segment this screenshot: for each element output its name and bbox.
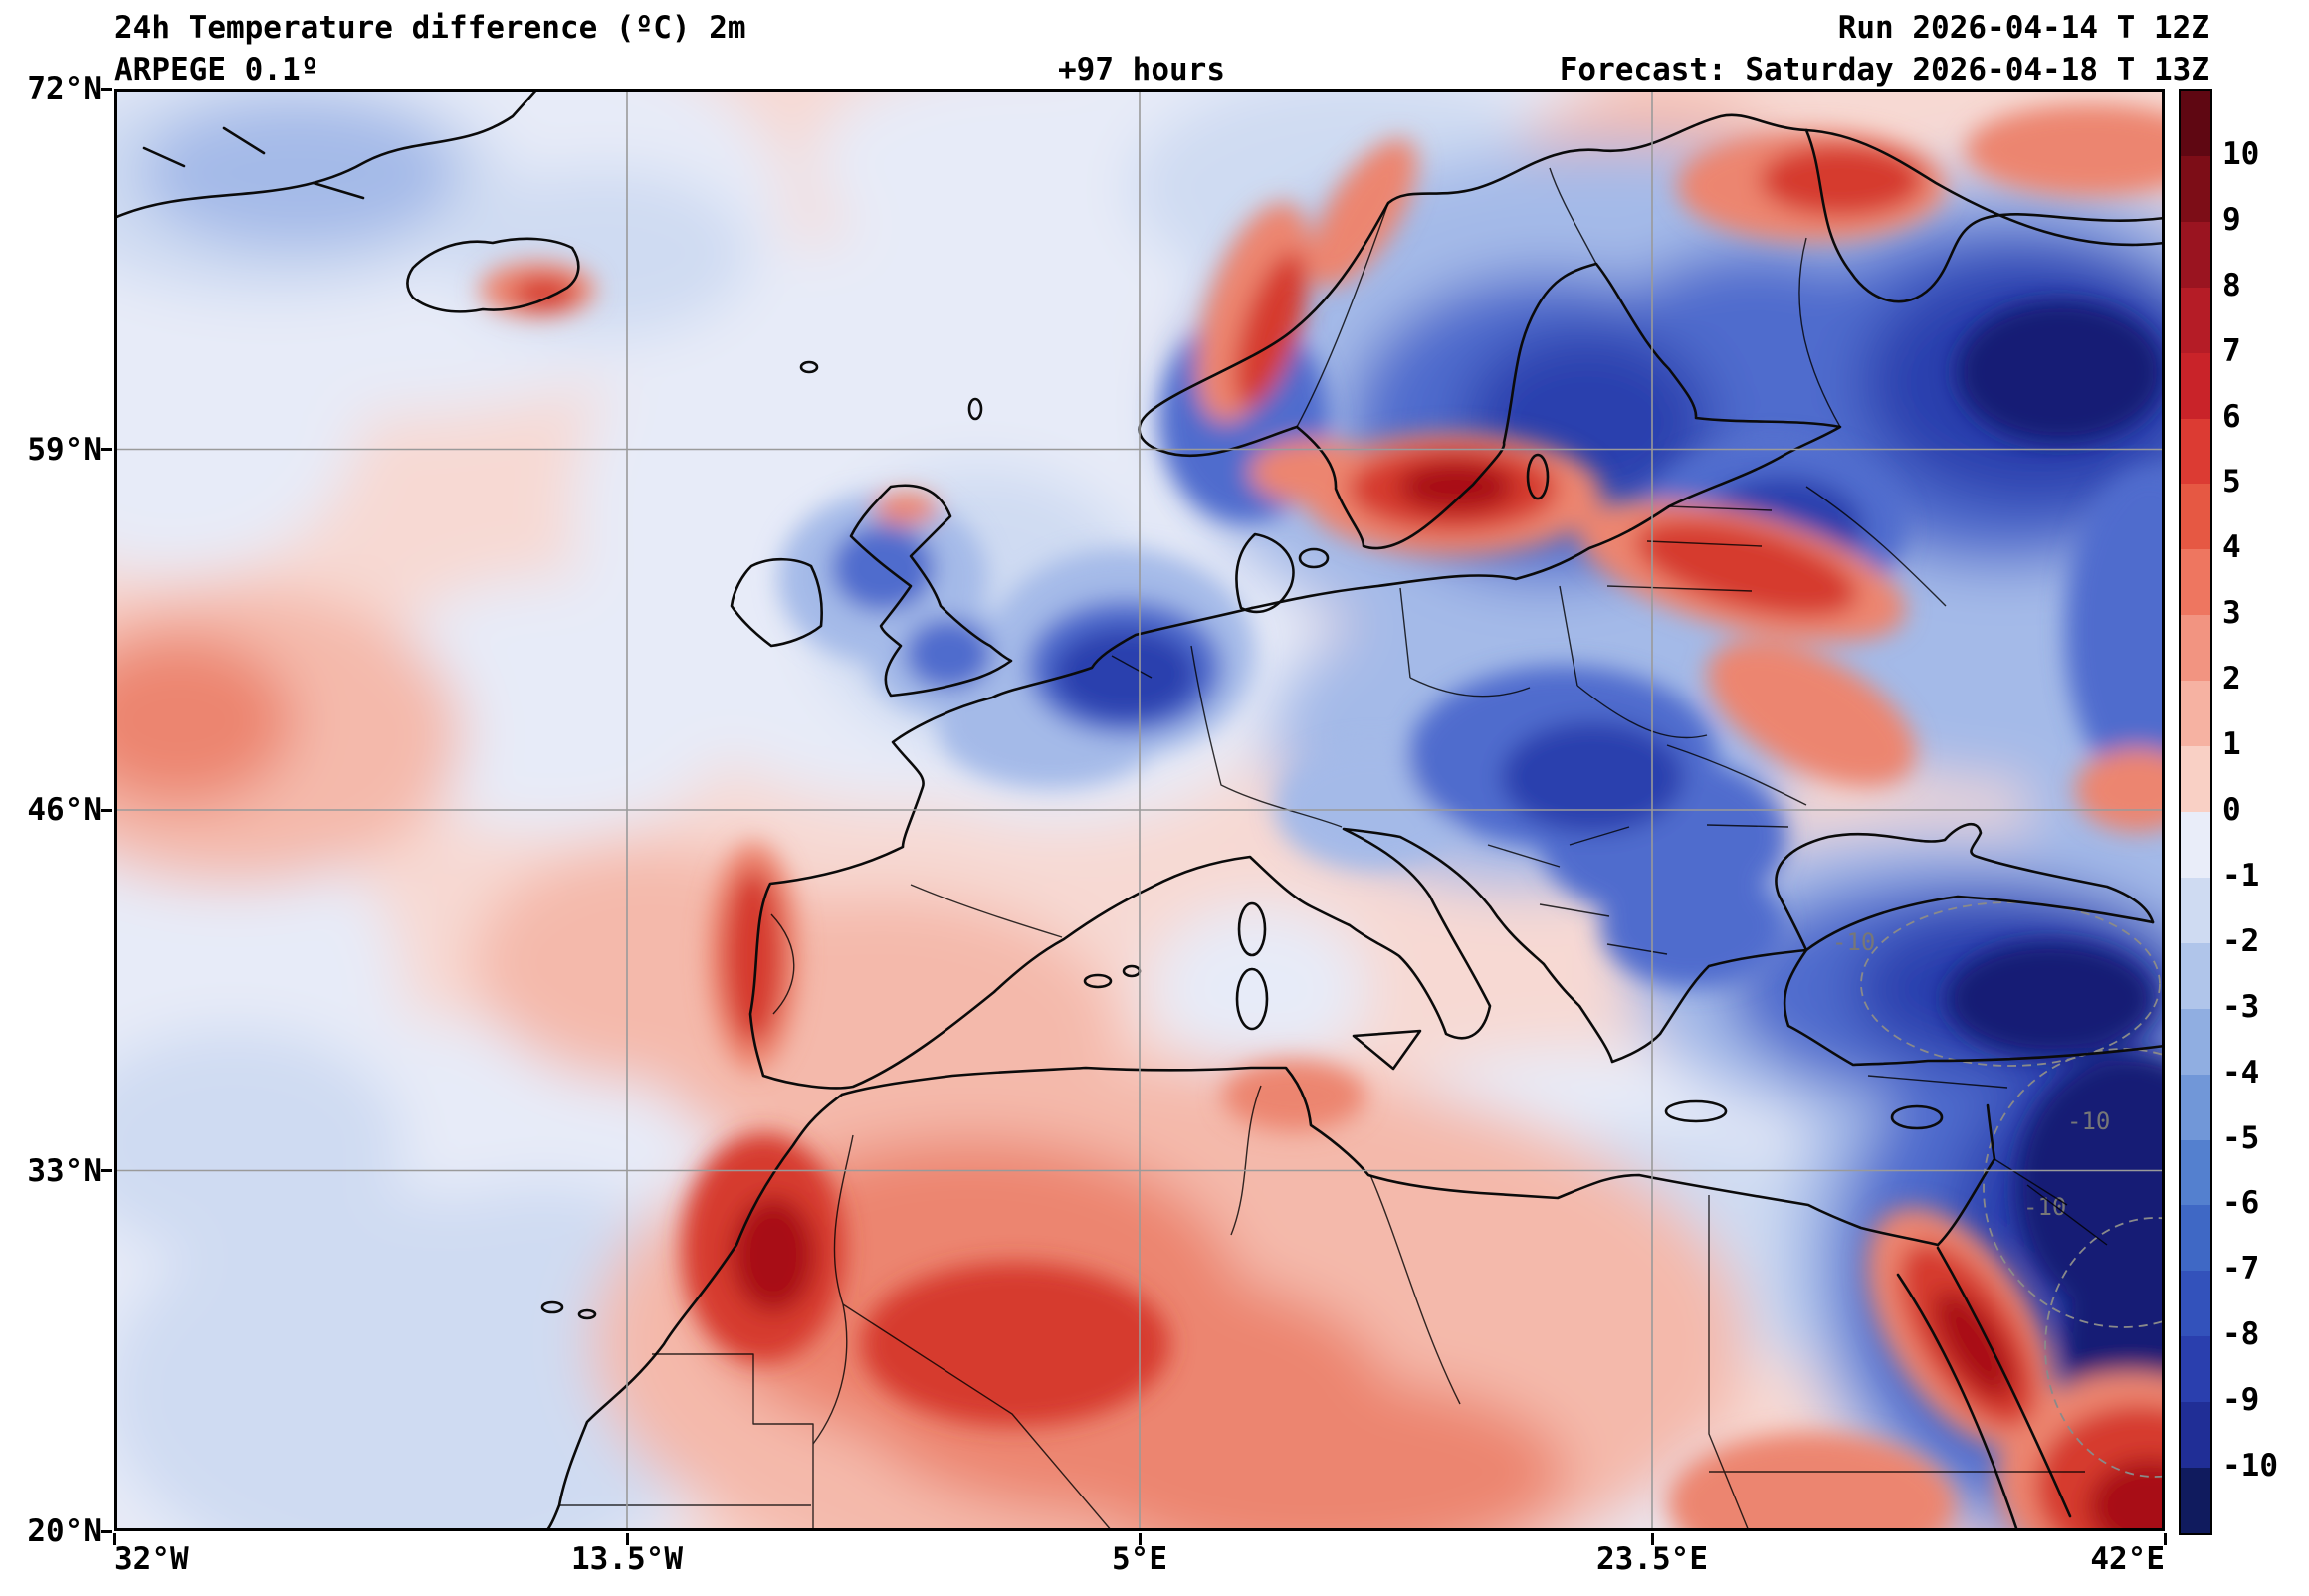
model-label: ARPEGE 0.1º: [114, 52, 319, 88]
contour-label: -10: [1832, 928, 1875, 956]
lon-tick-label: 5°E: [1112, 1541, 1167, 1577]
colorbar-tick-label: -9: [2222, 1382, 2260, 1419]
colorbar-tick-label: 1: [2222, 726, 2241, 763]
graticule: [114, 89, 2165, 1531]
temperature-field-map: -10 -10 -10: [114, 89, 2165, 1531]
map-frame: [114, 89, 2165, 1531]
forecast-label: Forecast: Saturday 2026-04-18 T 13Z: [1559, 52, 2209, 88]
lat-tick: [101, 1529, 112, 1533]
coastlines: [114, 89, 2165, 1531]
colorbar-cell: [2181, 1074, 2210, 1140]
lat-tick: [101, 87, 112, 91]
lat-tick: [101, 448, 112, 451]
colorbar-tick-label: -7: [2222, 1251, 2260, 1288]
lat-tick-label: 59°N: [27, 431, 102, 468]
colorbar-cell: [2181, 549, 2210, 616]
lat-tick: [101, 1169, 112, 1172]
run-label: Run 2026-04-14 T 12Z: [1837, 10, 2209, 46]
colorbar-tick-label: 10: [2222, 135, 2260, 172]
colorbar-cell: [2181, 615, 2210, 682]
contour-label: -10: [2067, 1107, 2110, 1135]
colorbar-cell: [2181, 1008, 2210, 1075]
lon-tick: [1650, 1533, 1654, 1545]
lat-tick-label: 72°N: [27, 71, 102, 106]
colorbar: [2179, 89, 2212, 1535]
contour-labels: -10 -10 -10: [1832, 928, 2110, 1221]
colorbar-tick-label: -1: [2222, 857, 2260, 894]
colorbar-cell: [2181, 1271, 2210, 1337]
colorbar-tick-label: -5: [2222, 1119, 2260, 1156]
colorbar-tick-label: 3: [2222, 595, 2241, 632]
colorbar-tick-label: 2: [2222, 661, 2241, 698]
colorbar-cells: [2181, 91, 2210, 1533]
contour-label: -10: [2023, 1193, 2066, 1221]
lat-tick-label: 33°N: [27, 1152, 102, 1189]
colorbar-tick-label: 6: [2222, 398, 2241, 435]
colorbar-cell: [2181, 221, 2210, 288]
colorbar-tick-label: -6: [2222, 1185, 2260, 1222]
colorbar-tick-label: 5: [2222, 464, 2241, 500]
map-canvas: -10 -10 -10: [114, 89, 2165, 1531]
colorbar-tick-label: -8: [2222, 1316, 2260, 1353]
colorbar-tick-label: 9: [2222, 201, 2241, 238]
contour-minus10: [1860, 901, 2165, 1478]
colorbar-tick-label: 4: [2222, 529, 2241, 566]
colorbar-cell: [2181, 91, 2210, 156]
colorbar-tick-label: -10: [2222, 1448, 2278, 1485]
colorbar-cell: [2181, 1139, 2210, 1206]
colorbar-tick-label: -2: [2222, 922, 2260, 959]
colorbar-cell: [2181, 1468, 2210, 1533]
lon-tick: [2163, 1533, 2167, 1545]
colorbar-cell: [2181, 352, 2210, 419]
field-detail: [480, 104, 2165, 1531]
colorbar-tick-label: 0: [2222, 792, 2241, 828]
colorbar-cell: [2181, 418, 2210, 485]
lon-tick-label: 13.5°W: [571, 1541, 683, 1577]
lon-tick-label: 23.5°E: [1596, 1541, 1708, 1577]
lon-tick: [112, 1533, 116, 1545]
lon-tick-label: 42°E: [2090, 1541, 2165, 1577]
lead-time-label: +97 hours: [1058, 52, 1225, 88]
chart-title: 24h Temperature difference (ºC) 2m: [114, 10, 746, 46]
lon-tick: [625, 1533, 629, 1545]
colorbar-tick-label: 8: [2222, 267, 2241, 303]
colorbar-tick-label: -4: [2222, 1054, 2260, 1091]
colorbar-cell: [2181, 877, 2210, 943]
colorbar-tick-label: -3: [2222, 988, 2260, 1025]
colorbar-cell: [2181, 287, 2210, 353]
lat-tick: [101, 808, 112, 812]
colorbar-cell: [2181, 155, 2210, 222]
lon-tick-label: 32°W: [114, 1541, 189, 1577]
colorbar-cell: [2181, 1336, 2210, 1403]
colorbar-cell: [2181, 746, 2210, 812]
country-borders: [559, 167, 2108, 1531]
lat-tick-label: 46°N: [27, 792, 102, 828]
colorbar-cell: [2181, 1402, 2210, 1469]
colorbar-cell: [2181, 942, 2210, 1009]
lat-tick-label: 20°N: [27, 1513, 102, 1549]
colorbar-tick-label: 7: [2222, 332, 2241, 369]
colorbar-cell: [2181, 681, 2210, 747]
lon-tick: [1138, 1533, 1142, 1545]
colorbar-cell: [2181, 1205, 2210, 1272]
colorbar-cell: [2181, 484, 2210, 550]
colorbar-cell: [2181, 811, 2210, 878]
